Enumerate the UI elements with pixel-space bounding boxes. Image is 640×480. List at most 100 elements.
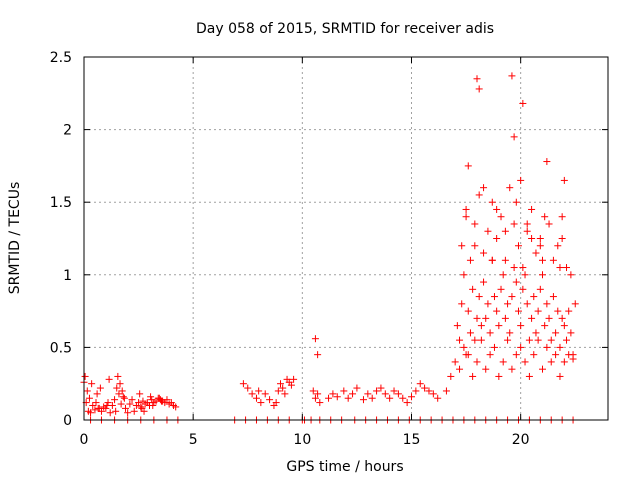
data-point — [425, 387, 433, 395]
data-point — [364, 390, 372, 398]
data-point — [97, 407, 105, 415]
data-point — [412, 387, 420, 395]
data-point — [523, 300, 531, 308]
data-point — [514, 307, 522, 315]
data-point — [543, 343, 551, 351]
chart-title: Day 058 of 2015, SRMTID for receiver adi… — [196, 21, 494, 37]
data-point — [466, 256, 474, 264]
data-point — [482, 314, 490, 322]
data-point — [112, 407, 120, 415]
data-point — [111, 396, 119, 404]
data-point — [519, 264, 527, 272]
data-point — [117, 400, 125, 408]
data-point — [473, 75, 481, 83]
data-point — [471, 336, 479, 344]
data-point — [565, 307, 573, 315]
data-point — [429, 390, 437, 398]
data-point — [244, 384, 252, 392]
data-point — [344, 394, 352, 402]
data-point — [480, 278, 488, 286]
data-point — [462, 205, 470, 213]
data-point — [480, 249, 488, 257]
data-point — [571, 300, 579, 308]
data-point — [353, 384, 361, 392]
y-tick-label: 2.5 — [50, 50, 72, 66]
data-point — [510, 220, 518, 228]
data-point — [399, 394, 407, 402]
data-point — [552, 351, 560, 359]
data-point — [442, 387, 450, 395]
data-point — [114, 372, 122, 380]
data-point — [434, 394, 442, 402]
data-point — [475, 293, 483, 301]
data-point — [495, 372, 503, 380]
data-point — [543, 300, 551, 308]
data-point — [105, 375, 113, 383]
data-point — [517, 176, 525, 184]
data-point — [394, 390, 402, 398]
data-point — [519, 99, 527, 107]
data-point — [523, 220, 531, 228]
data-point — [469, 285, 477, 293]
data-point — [279, 384, 287, 392]
data-point — [106, 409, 114, 417]
y-tick-label: 0 — [63, 413, 72, 429]
data-point — [83, 387, 91, 395]
data-point — [499, 271, 507, 279]
data-point — [451, 358, 459, 366]
data-point — [135, 399, 143, 407]
data-point — [569, 355, 577, 363]
data-point — [349, 390, 357, 398]
x-tick-label: 0 — [80, 432, 89, 448]
data-point — [475, 191, 483, 199]
data-point — [508, 365, 516, 373]
data-point — [556, 343, 564, 351]
data-point — [333, 393, 341, 401]
data-point — [545, 314, 553, 322]
data-point — [416, 380, 424, 388]
data-point — [506, 184, 514, 192]
data-point — [128, 396, 136, 404]
data-point — [554, 307, 562, 315]
data-point — [501, 227, 509, 235]
data-point — [124, 409, 132, 417]
data-point — [373, 387, 381, 395]
data-point — [88, 380, 96, 388]
data-point — [81, 372, 89, 380]
data-point — [480, 184, 488, 192]
data-point — [121, 404, 129, 412]
data-point — [314, 351, 322, 359]
data-point — [534, 307, 542, 315]
data-point — [456, 365, 464, 373]
data-point — [532, 329, 540, 337]
data-point — [421, 384, 429, 392]
data-point — [495, 322, 503, 330]
data-point — [490, 293, 498, 301]
data-point — [563, 264, 571, 272]
data-point — [469, 372, 477, 380]
data-point — [512, 351, 520, 359]
data-point — [314, 390, 322, 398]
data-point — [261, 390, 269, 398]
data-point — [539, 256, 546, 264]
data-point — [158, 397, 166, 405]
y-tick-label: 1 — [63, 268, 72, 284]
data-point — [567, 329, 575, 337]
data-point — [475, 85, 483, 93]
data-point — [563, 336, 571, 344]
data-point — [490, 343, 498, 351]
data-point — [464, 307, 472, 315]
data-point — [92, 399, 100, 407]
data-point — [340, 387, 348, 395]
data-point — [277, 380, 284, 388]
data-point — [560, 176, 568, 184]
data-point — [536, 242, 544, 250]
data-point — [549, 256, 557, 264]
axis-ticks — [83, 56, 608, 421]
data-point — [517, 343, 525, 351]
data-point — [567, 271, 575, 279]
y-axis-label: SRMTID / TECUs — [7, 182, 23, 295]
data-point — [96, 384, 104, 392]
data-point — [239, 380, 247, 388]
